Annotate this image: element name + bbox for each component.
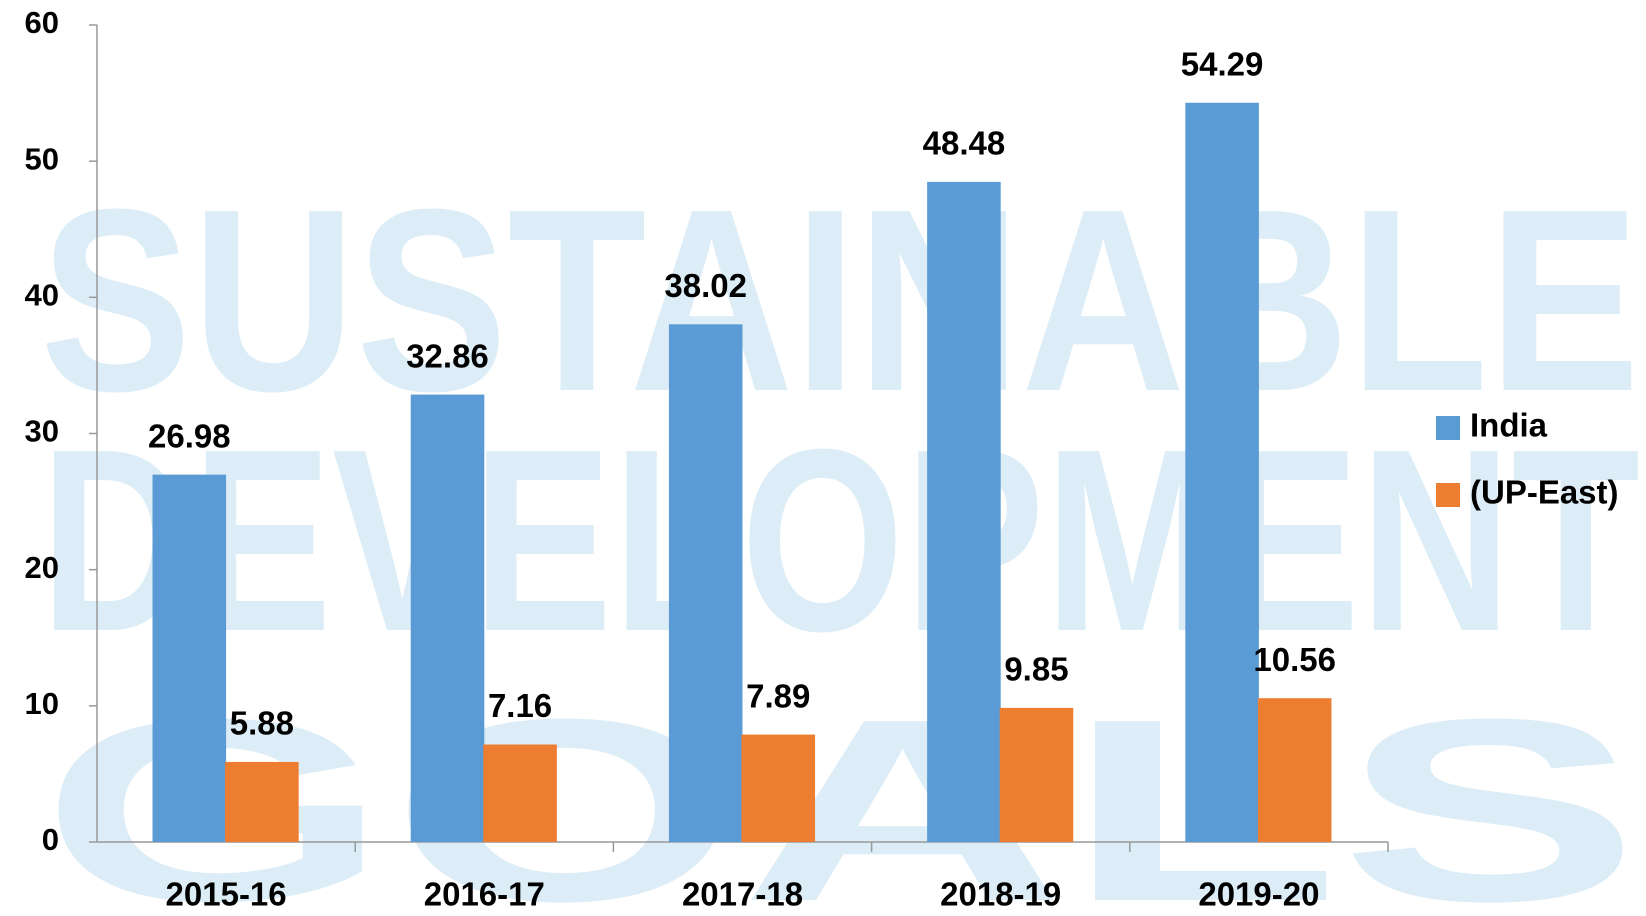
data-label: 7.89 [746, 677, 810, 714]
legend-label: India [1470, 407, 1548, 444]
y-tick-label: 30 [25, 414, 59, 449]
x-tick-label: 2017-18 [682, 876, 803, 913]
data-label: 38.02 [664, 267, 747, 304]
legend-swatch [1436, 483, 1460, 507]
bar [225, 761, 299, 842]
y-tick-label: 20 [25, 550, 59, 585]
bar [927, 181, 1001, 842]
data-label: 48.48 [923, 125, 1006, 162]
bar [999, 707, 1074, 842]
x-tick-label: 2015-16 [166, 876, 287, 913]
data-label: 5.88 [230, 705, 294, 742]
y-tick-label: 60 [25, 5, 59, 40]
bar [1257, 698, 1332, 842]
data-label: 54.29 [1181, 45, 1264, 82]
y-tick-label: 40 [25, 278, 59, 313]
x-tick-label: 2018-19 [940, 876, 1061, 913]
bar [741, 734, 816, 842]
bar [1185, 102, 1259, 843]
y-tick-label: 10 [25, 686, 59, 721]
x-tick-label: 2019-20 [1198, 876, 1319, 913]
bar [410, 394, 485, 842]
data-label: 9.85 [1004, 651, 1068, 688]
bar [668, 324, 743, 843]
legend-swatch [1436, 416, 1460, 440]
watermark-text: GOALS [40, 666, 1640, 916]
watermark-text: DEVELOPMENT [40, 396, 1640, 686]
y-tick-label: 0 [42, 822, 59, 857]
y-tick-label: 50 [25, 141, 59, 176]
data-label: 26.98 [148, 417, 231, 454]
legend-label: (UP-East) [1470, 474, 1619, 511]
x-tick-label: 2016-17 [424, 876, 545, 913]
data-label: 7.16 [488, 687, 552, 724]
watermark-text: SUSTAINABLE [40, 156, 1640, 446]
data-label: 32.86 [406, 337, 489, 374]
bar [152, 474, 227, 842]
bar [483, 744, 557, 842]
data-label: 10.56 [1253, 641, 1336, 678]
